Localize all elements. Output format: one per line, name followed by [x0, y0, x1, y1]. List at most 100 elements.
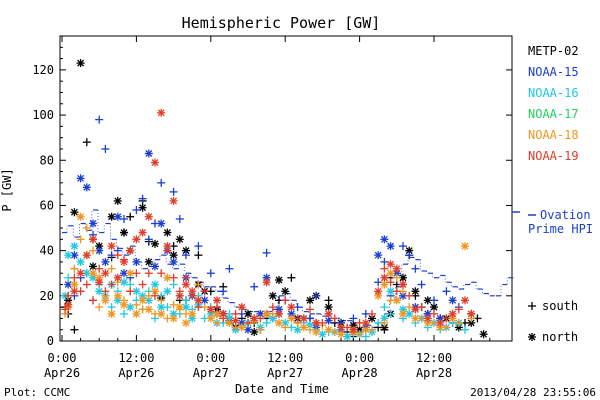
point-noaa-18-south — [169, 300, 178, 309]
point-noaa-18-north — [76, 212, 85, 221]
point-noaa-19-north — [423, 314, 432, 323]
point-noaa-19-north — [113, 273, 122, 282]
point-noaa-19-north — [374, 287, 383, 296]
point-noaa-15-north — [374, 251, 383, 260]
point-noaa-19-north — [89, 235, 97, 244]
point-noaa-19-south — [368, 309, 376, 318]
point-noaa-15-south — [219, 287, 228, 296]
point-noaa-15-south — [312, 291, 321, 300]
point-noaa-19-south — [64, 291, 73, 300]
point-noaa-18-north — [120, 300, 128, 309]
point-noaa-18-north — [206, 314, 215, 323]
point-noaa-15-north — [82, 183, 91, 192]
point-noaa-18-south — [392, 273, 401, 282]
point-noaa-15-north — [157, 219, 166, 228]
point-metp-02-north — [89, 262, 97, 271]
point-noaa-19-north — [107, 242, 116, 251]
point-noaa-18-south — [330, 327, 339, 336]
point-noaa-18-north — [132, 309, 141, 318]
point-noaa-19-south — [380, 264, 389, 273]
point-noaa-16-north — [126, 303, 135, 312]
x-tick-time-label: 0:00 — [48, 351, 77, 365]
point-noaa-19-north — [392, 264, 401, 273]
point-noaa-19-north — [64, 300, 73, 309]
point-noaa-15-north — [380, 235, 389, 244]
point-noaa-15-north — [144, 149, 153, 158]
point-noaa-18-north — [113, 291, 122, 300]
legend-item-metp-02: METP-02 — [528, 44, 579, 58]
point-noaa-18-south — [76, 235, 85, 244]
point-noaa-16-north — [318, 330, 327, 339]
point-noaa-15-north — [151, 262, 159, 271]
plot-frame — [59, 35, 513, 342]
point-noaa-18-north — [89, 269, 97, 278]
point-noaa-19-south — [281, 296, 290, 305]
point-noaa-16-south — [386, 309, 395, 318]
point-noaa-19-south — [454, 305, 463, 314]
point-noaa-19-south — [392, 287, 401, 296]
point-noaa-19-north — [461, 296, 469, 305]
legend-item-noaa-16: NOAA-16 — [528, 86, 579, 100]
point-noaa-16-south — [169, 280, 178, 289]
point-noaa-15-north — [244, 325, 252, 334]
point-noaa-18-north — [312, 327, 321, 336]
point-noaa-15-south — [120, 215, 128, 223]
point-noaa-19-north — [250, 314, 259, 323]
x-tick-date-label: Apr27 — [193, 366, 229, 380]
point-noaa-16-north — [70, 242, 79, 251]
point-noaa-19-north — [144, 212, 153, 221]
point-noaa-19-north — [299, 314, 308, 323]
point-noaa-18-south — [194, 280, 203, 289]
point-noaa-18-north — [337, 330, 345, 339]
point-noaa-19-north — [386, 260, 395, 269]
point-noaa-18-south — [281, 323, 290, 332]
x-tick-time-label: 12:00 — [267, 351, 303, 365]
point-noaa-16-south — [461, 325, 469, 334]
point-metp-02-north — [244, 309, 252, 318]
point-noaa-19-south — [244, 318, 252, 327]
point-noaa-19-north — [237, 303, 246, 312]
point-noaa-19-north — [95, 278, 104, 287]
point-noaa-18-south — [355, 330, 364, 339]
legend-marker-label: south — [542, 299, 578, 313]
point-noaa-19-south — [169, 273, 178, 282]
point-noaa-19-south — [200, 287, 209, 296]
ovation-label-line1: Ovation — [540, 208, 591, 222]
point-noaa-16-north — [306, 321, 314, 330]
point-noaa-19-south — [330, 314, 339, 323]
point-noaa-19-south — [194, 303, 203, 312]
point-noaa-18-north — [399, 309, 407, 318]
point-noaa-18-north — [144, 305, 153, 314]
point-noaa-15-north — [448, 296, 457, 305]
point-noaa-18-south — [306, 325, 314, 334]
point-noaa-19-north — [448, 309, 457, 318]
point-noaa-18-north — [411, 314, 420, 323]
point-noaa-18-south — [380, 318, 389, 327]
point-noaa-18-south — [132, 300, 141, 309]
point-noaa-18-north — [262, 309, 271, 318]
x-tick-date-label: Apr28 — [342, 366, 378, 380]
legend-marker-north — [528, 333, 536, 341]
point-noaa-15-south — [250, 282, 259, 291]
point-noaa-16-north — [343, 332, 352, 341]
point-noaa-19-north — [262, 278, 271, 287]
point-noaa-16-south — [361, 332, 370, 341]
point-noaa-15-north — [76, 174, 85, 183]
point-metp-02-north — [70, 208, 79, 217]
point-noaa-16-south — [182, 296, 190, 305]
point-noaa-19-north — [219, 309, 228, 318]
point-noaa-18-south — [95, 303, 104, 312]
chart-title: Hemispheric Power [GW] — [182, 14, 381, 32]
legend-item-noaa-17: NOAA-17 — [528, 107, 579, 121]
point-noaa-19-south — [417, 303, 426, 312]
point-noaa-19-south — [82, 280, 91, 289]
point-noaa-18-north — [157, 309, 166, 318]
point-noaa-15-south — [411, 264, 420, 273]
point-noaa-18-north — [380, 280, 389, 289]
point-noaa-18-north — [225, 318, 234, 327]
point-noaa-16-south — [262, 318, 271, 327]
point-noaa-18-south — [256, 325, 265, 334]
point-noaa-18-north — [237, 323, 246, 332]
point-metp-02-north — [144, 257, 153, 266]
